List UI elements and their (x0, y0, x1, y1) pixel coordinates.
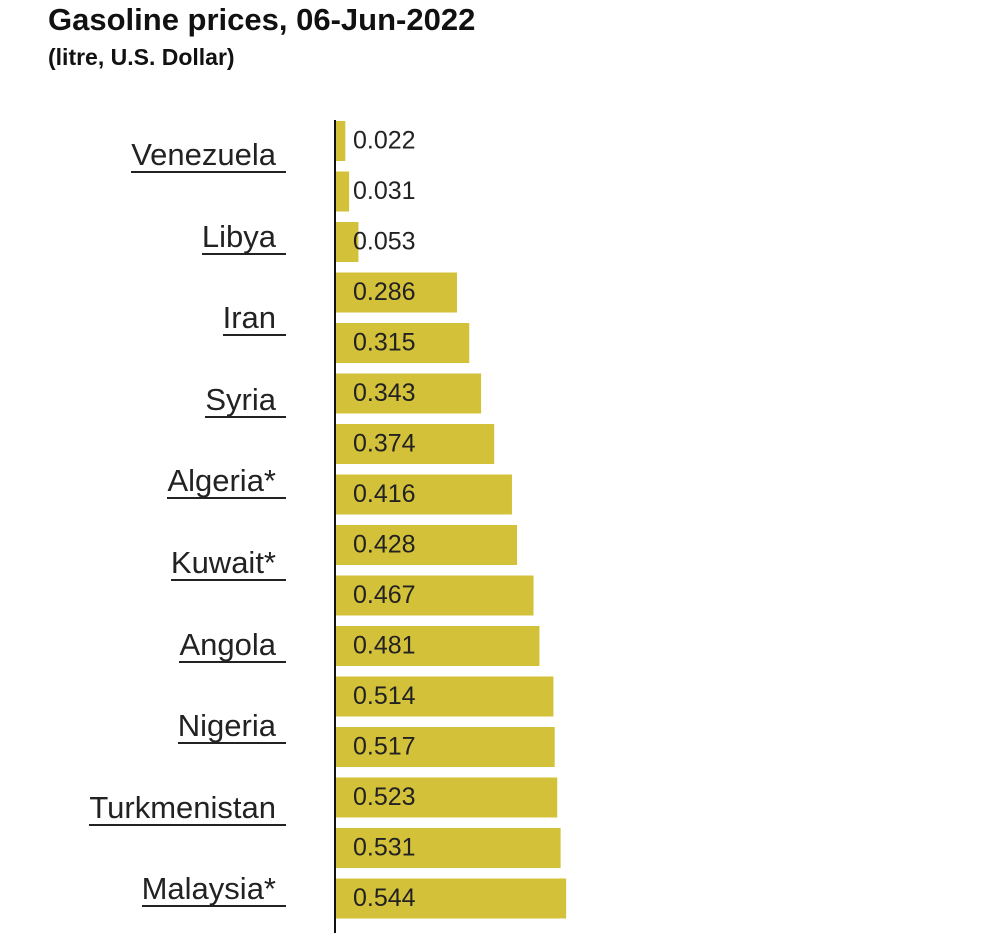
category-label: Malaysia* (141, 873, 286, 908)
chart-subtitle: (litre, U.S. Dollar) (48, 44, 235, 70)
category-label: Kuwait* (170, 547, 286, 581)
value-label: 0.286 (353, 278, 416, 306)
value-label: 0.374 (353, 430, 416, 458)
bar (336, 828, 561, 868)
bar (336, 777, 558, 818)
value-label: 0.514 (353, 682, 416, 710)
value-label: 0.315 (353, 329, 416, 357)
category-label: Algeria* (167, 465, 286, 500)
value-label: 0.053 (353, 228, 416, 256)
bar (336, 424, 495, 464)
value-label: 0.517 (353, 733, 416, 761)
value-label: 0.416 (353, 480, 416, 508)
category-label: Turkmenistan (89, 791, 286, 826)
bar (336, 878, 567, 919)
chart-title: Gasoline prices, 06-Jun-2022 (48, 2, 476, 37)
bar (336, 626, 540, 666)
bar (336, 727, 555, 767)
category-label: Syria (205, 383, 286, 418)
bar (336, 575, 534, 616)
value-label: 0.481 (353, 632, 416, 660)
bar (336, 272, 457, 313)
value-label: 0.523 (353, 783, 416, 811)
value-label: 0.022 (353, 127, 416, 155)
category-label: Libya (201, 220, 286, 255)
category-label: Venezuela (131, 139, 286, 173)
bar (336, 323, 470, 363)
bar (336, 121, 346, 161)
category-label: Angola (179, 628, 286, 663)
bar (336, 171, 350, 212)
value-label: 0.343 (353, 379, 416, 407)
bar (336, 474, 512, 515)
value-label: 0.031 (353, 177, 416, 205)
category-label: Nigeria (177, 710, 286, 745)
category-label: Iran (222, 302, 286, 337)
bar (336, 676, 554, 717)
bar (336, 373, 482, 414)
value-label: 0.544 (353, 884, 416, 912)
value-label: 0.467 (353, 581, 416, 609)
bar (336, 222, 359, 262)
value-label: 0.531 (353, 834, 416, 862)
value-label: 0.428 (353, 531, 416, 559)
bar (336, 525, 518, 565)
